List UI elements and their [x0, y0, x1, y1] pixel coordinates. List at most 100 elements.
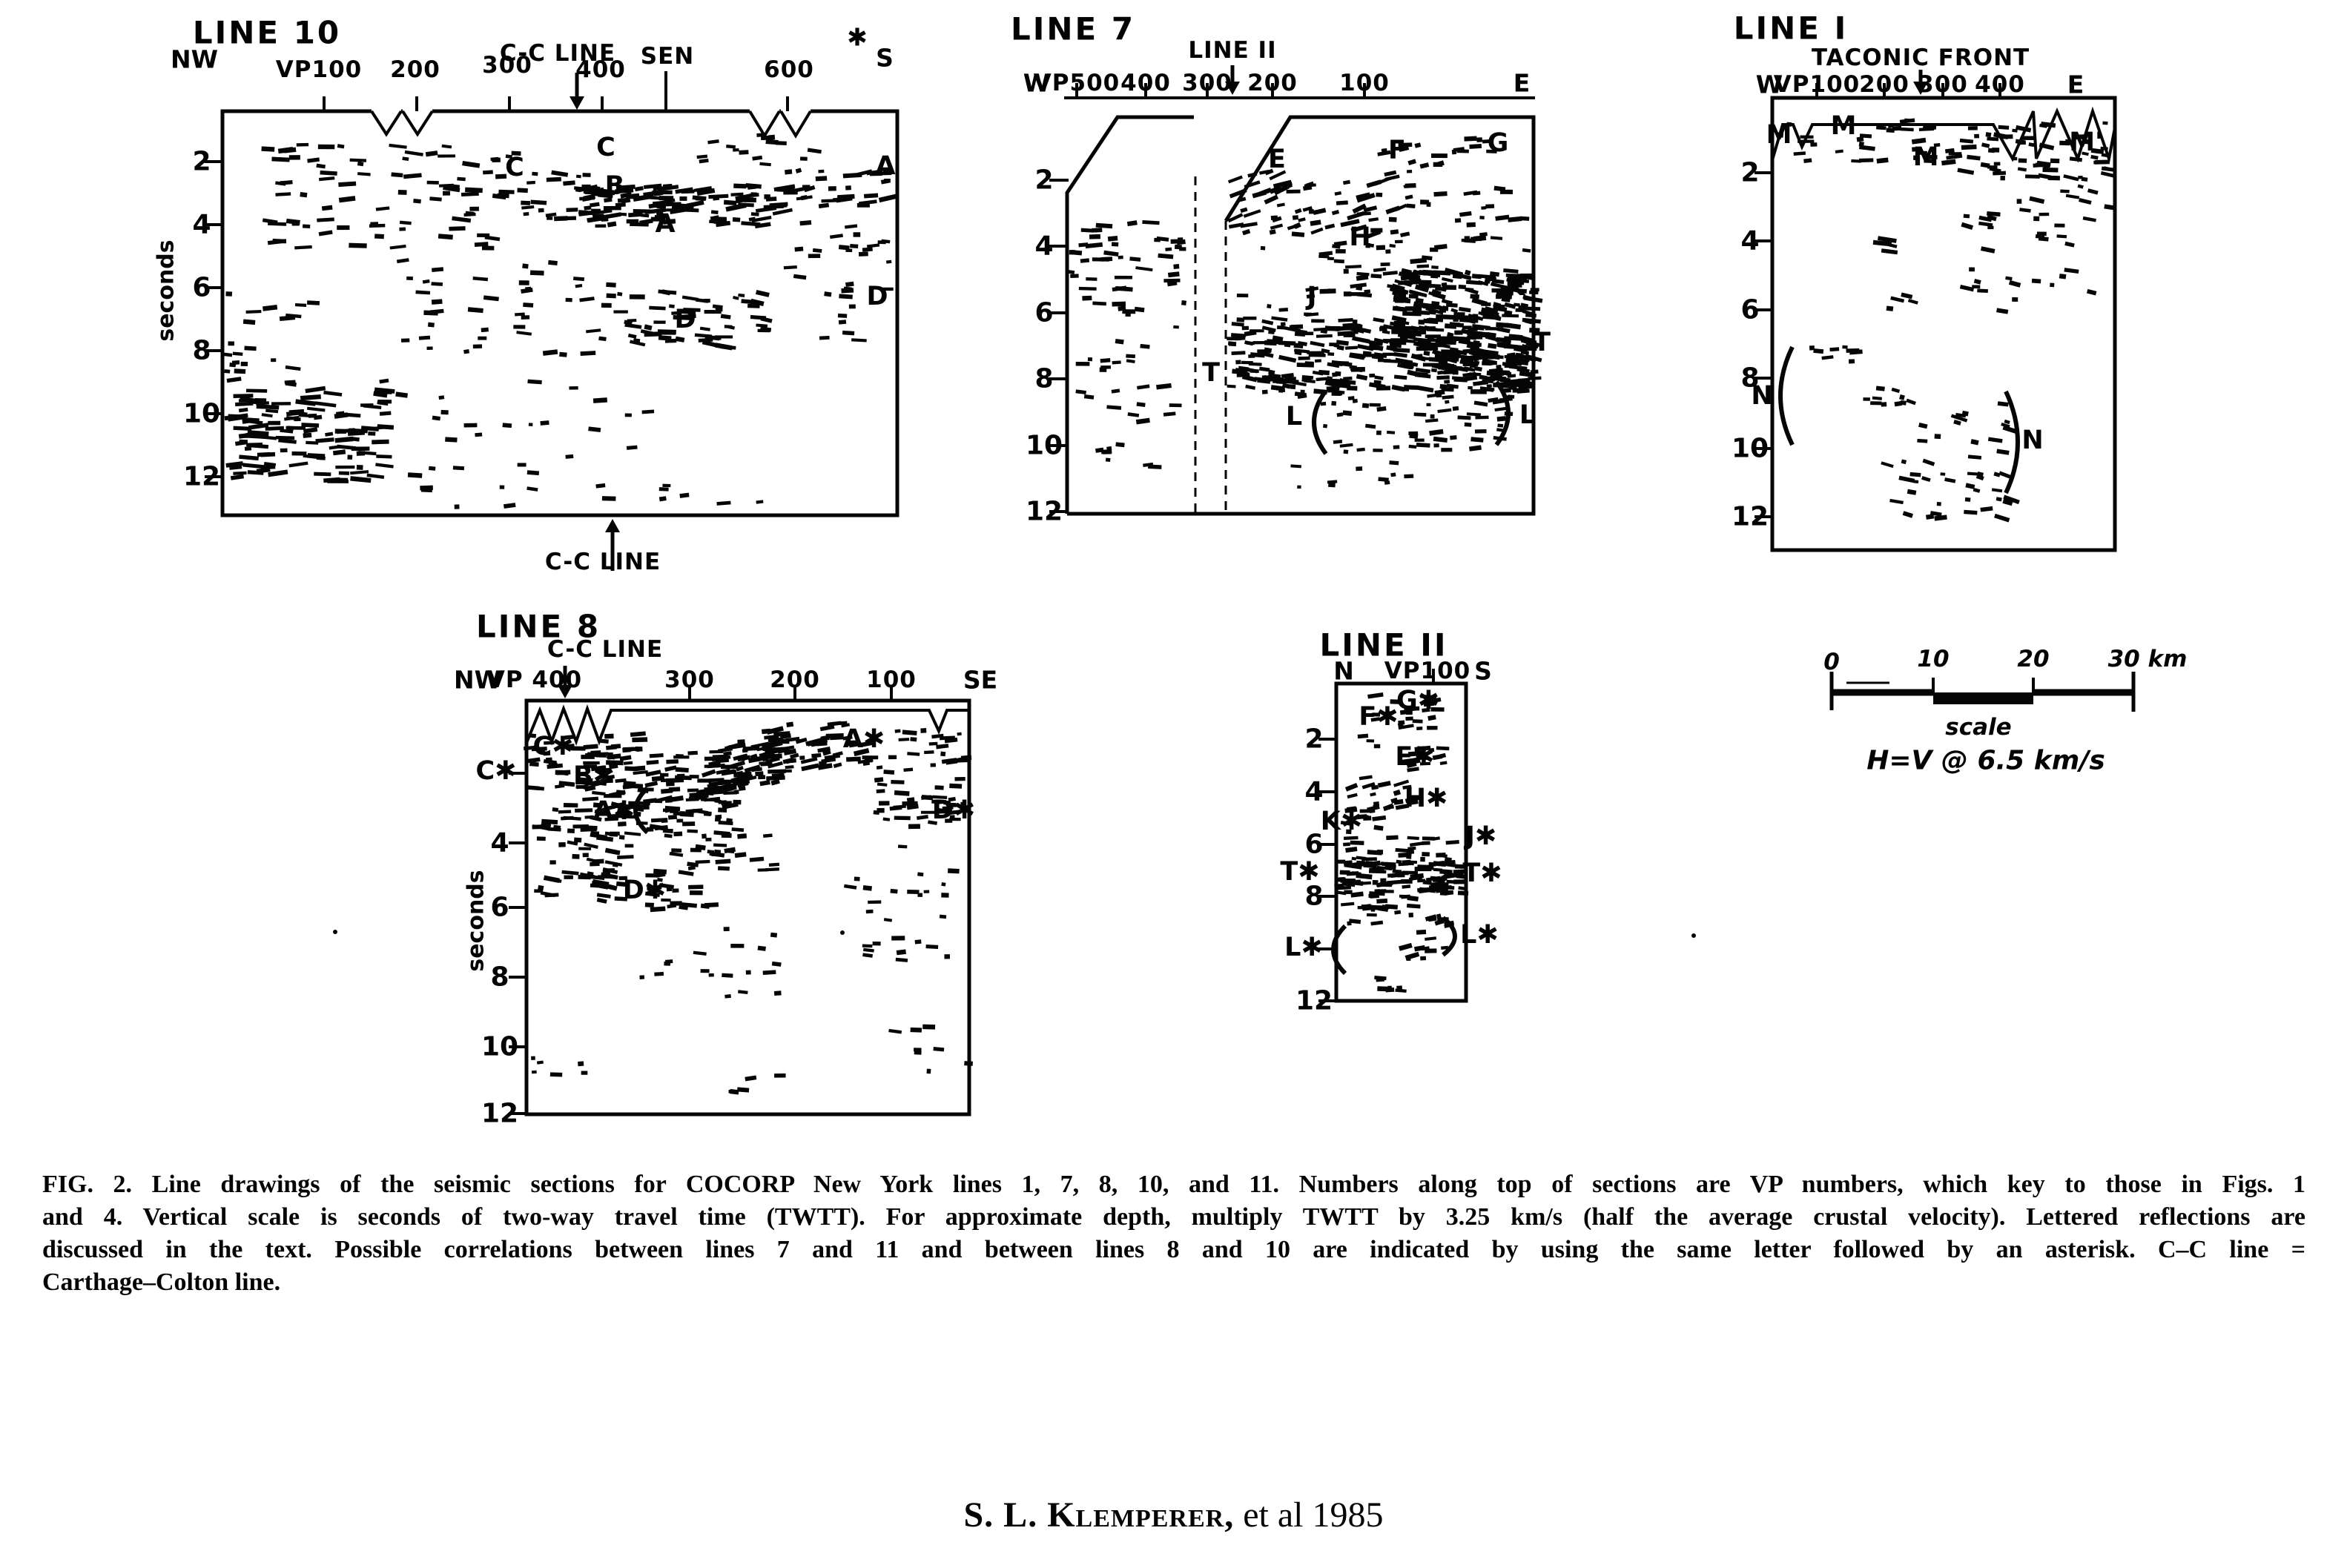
line8-reflection-label: D✱ — [622, 876, 667, 905]
line8-reflection-label: A✱ — [592, 796, 636, 826]
line1-reflection-label: N — [1751, 381, 1773, 411]
line1-time-tick-label: 6 — [1740, 294, 1760, 325]
line10-direction-label: ✱ — [847, 22, 868, 52]
line1-time-tick-label: 4 — [1740, 225, 1760, 257]
line8-direction-label: NW — [453, 665, 502, 695]
line7-reflection-label: J — [1307, 282, 1317, 311]
line11-direction-label: N — [1333, 656, 1354, 686]
line7-reflection-label: L — [1285, 402, 1303, 431]
line11-direction-label: S — [1474, 656, 1492, 686]
line11-time-tick-label: 8 — [1304, 881, 1324, 912]
line10-reflection-label: D — [866, 282, 888, 311]
line7-title: LINE 7 — [1010, 10, 1136, 47]
line8-time-tick-label: 6 — [490, 892, 509, 923]
line10-seconds-axis-label: seconds — [153, 239, 179, 342]
scalebar-distance-label: 10 — [1917, 646, 1950, 672]
line8-title: LINE 8 — [475, 608, 601, 645]
line1-reflection-label: M' — [2069, 128, 2103, 157]
line7-reflection-label: L — [1519, 400, 1536, 430]
line7-reflection-label: T — [1533, 328, 1551, 357]
line11-time-tick-label: 12 — [1295, 985, 1333, 1016]
line7-vp-label: VP500 — [1033, 70, 1120, 96]
attribution: S. L. Klemperer, et al 1985 — [0, 1495, 2347, 1535]
line8-time-tick-label: 12 — [481, 1098, 519, 1129]
line8-reflection-label: B✱ — [572, 761, 615, 791]
line1-reflection-label: N — [2021, 426, 2044, 455]
line8-time-tick-label: 8 — [490, 962, 509, 993]
line1-time-tick-label: 12 — [1731, 501, 1769, 532]
line1-time-tick-label: 2 — [1740, 157, 1760, 188]
line7-time-tick-label: 6 — [1034, 297, 1054, 328]
line8-vp-label: 300 — [664, 666, 715, 693]
line10-arrow-label: C-C LINE — [499, 40, 616, 67]
line10-vp-label: 200 — [390, 56, 440, 83]
line10-title: LINE 10 — [192, 14, 342, 51]
line1-direction-label: E — [2067, 70, 2084, 99]
line11-reflection-label: K✱ — [1320, 807, 1363, 836]
line8-vp-label: VP 400 — [486, 666, 583, 693]
line7-vp-label: 300 — [1182, 70, 1232, 96]
line11-reflection-label: J✱ — [1465, 821, 1497, 851]
line7-vp-label: 200 — [1247, 70, 1298, 96]
line10-time-tick-label: 2 — [192, 146, 211, 177]
line7-direction-label: W — [1023, 68, 1051, 98]
line11-vp-label: VP100 — [1384, 658, 1471, 684]
line11-reflection-label: E✱ — [1395, 742, 1435, 772]
line11-reflection-label: H✱ — [1404, 784, 1448, 813]
line11-time-tick-label: 4 — [1304, 776, 1324, 807]
line10-time-tick-label: 6 — [192, 272, 211, 303]
attribution-suffix: et al 1985 — [1234, 1495, 1384, 1535]
line1-reflection-label: M — [1912, 142, 1939, 172]
line7-reflection-label: G — [1487, 128, 1509, 158]
scalebar-distance-label: 20 — [2017, 646, 2050, 672]
caption-line-1: FIG. 2. Line drawings of the seismic sec… — [42, 1171, 2305, 1198]
line7-reflection-label: H — [1349, 222, 1371, 252]
line1-vp-label: 200 — [1859, 71, 1909, 98]
line11-reflection-label: L✱ — [1460, 920, 1499, 950]
line10-time-tick-label: 4 — [192, 209, 211, 240]
line8-direction-label: SE — [963, 665, 998, 695]
line10-reflection-label: A — [875, 151, 896, 181]
line8-reflection-label: D✱ — [931, 795, 976, 825]
line7-reflection-label: K — [1505, 272, 1525, 302]
line11-time-tick-label: 6 — [1304, 829, 1324, 860]
line1-vp-label: 300 — [1918, 71, 1968, 98]
line7-reflection-label: E — [1268, 145, 1286, 174]
caption-line-2: and 4. Vertical scale is seconds of two-… — [42, 1203, 2305, 1231]
line7-time-tick-label: 4 — [1034, 231, 1054, 262]
line11-time-tick-label: 2 — [1304, 724, 1324, 755]
line1-vp-label: VP100 — [1773, 71, 1861, 98]
line1-time-tick-label: 10 — [1731, 433, 1769, 464]
line10-vp-label: SEN — [640, 43, 695, 70]
line7-time-tick-label: 2 — [1034, 165, 1054, 196]
line7-time-tick-label: 12 — [1025, 496, 1063, 527]
line1-vp-label: TACONIC FRONT — [1811, 44, 2030, 71]
line10-vp-label: 300 — [482, 52, 532, 79]
line10-reflection-label: D — [674, 305, 696, 334]
line8-vp-label: 200 — [770, 666, 820, 693]
line10-vp-label: VP100 — [275, 56, 363, 83]
line8-reflection-label: C✱ — [475, 756, 517, 786]
line11-reflection-label: L✱ — [1284, 933, 1323, 962]
line7-reflection-label: T — [1202, 358, 1220, 388]
line10-reflection-label: B — [604, 171, 625, 201]
line1-reflection-label: M — [1766, 120, 1792, 150]
line8-time-tick-label: 4 — [490, 827, 509, 859]
line10-time-tick-label: 12 — [182, 461, 221, 492]
scalebar-velocity-label: H=V @ 6.5 km/s — [1866, 745, 2105, 776]
line8-reflection-label: A✱ — [842, 724, 885, 754]
line7-reflection-label: F — [1388, 136, 1406, 165]
line10-direction-label: NW — [170, 44, 219, 74]
line10-vp-label: 600 — [764, 56, 814, 83]
line1-title: LINE I — [1733, 10, 1849, 47]
line11-reflection-label: F✱ — [1359, 702, 1399, 732]
scalebar-caption: scale — [1945, 714, 2012, 741]
line10-reflection-label: C — [505, 153, 524, 182]
figure-caption: FIG. 2. Line drawings of the seismic sec… — [42, 1168, 2305, 1299]
attribution-authors: S. L. Klemperer, — [963, 1495, 1235, 1535]
line10-time-tick-label: 10 — [182, 398, 221, 429]
line1-direction-label: W — [1755, 70, 1783, 99]
